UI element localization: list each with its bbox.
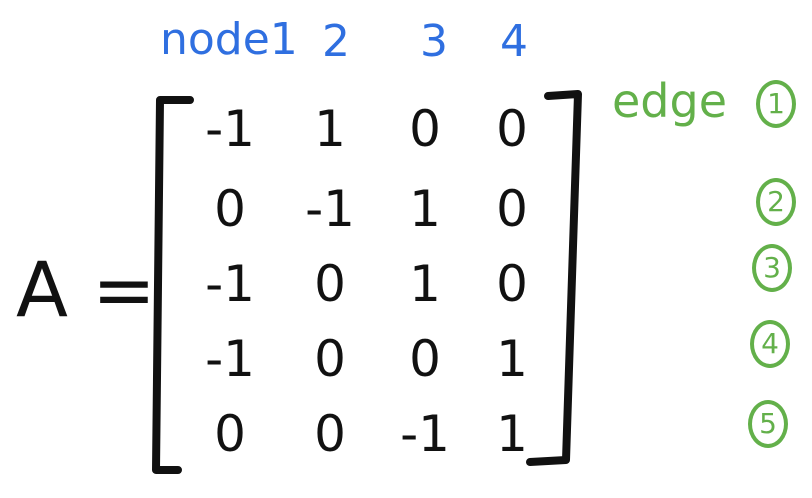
matrix-cell-r1c1: -1 bbox=[205, 100, 255, 158]
matrix-cell-r3c2: 0 bbox=[314, 255, 346, 313]
matrix-cell-r2c4: 0 bbox=[496, 180, 528, 238]
node-header: node1 2 3 4 bbox=[0, 0, 812, 90]
matrix-name: A = bbox=[16, 245, 156, 334]
matrix-cell-r5c1: 0 bbox=[214, 405, 246, 463]
node-label-1: node1 bbox=[160, 14, 298, 65]
matrix-cell-r1c3: 0 bbox=[409, 100, 441, 158]
right-bracket bbox=[526, 90, 582, 466]
matrix-cell-r1c4: 0 bbox=[496, 100, 528, 158]
matrix-cell-r5c4: 1 bbox=[496, 405, 528, 463]
edge-number-2: 2 bbox=[756, 178, 796, 226]
matrix-cell-r4c4: 1 bbox=[496, 330, 528, 388]
matrix-cell-r4c1: -1 bbox=[205, 330, 255, 388]
left-bracket bbox=[152, 96, 194, 474]
edge-number-4: 4 bbox=[750, 320, 790, 368]
matrix-cell-r2c3: 1 bbox=[409, 180, 441, 238]
edge-number-1: 1 bbox=[756, 80, 796, 128]
matrix-cell-r2c1: 0 bbox=[214, 180, 246, 238]
matrix-cell-r3c4: 0 bbox=[496, 255, 528, 313]
matrix-cell-r3c3: 1 bbox=[409, 255, 441, 313]
edge-number-5: 5 bbox=[748, 400, 788, 448]
matrix-cell-r5c3: -1 bbox=[400, 405, 450, 463]
node-label-4: 4 bbox=[500, 16, 528, 67]
edge-word: edge bbox=[612, 74, 727, 128]
matrix-cell-r1c2: 1 bbox=[314, 100, 346, 158]
matrix-cell-r2c2: -1 bbox=[305, 180, 355, 238]
node-label-2: 2 bbox=[322, 16, 350, 67]
matrix-cell-r3c1: -1 bbox=[205, 255, 255, 313]
node-label-3: 3 bbox=[420, 16, 448, 67]
matrix-cell-r5c2: 0 bbox=[314, 405, 346, 463]
matrix-cell-r4c3: 0 bbox=[409, 330, 441, 388]
matrix-cell-r4c2: 0 bbox=[314, 330, 346, 388]
edge-number-3: 3 bbox=[752, 244, 792, 292]
